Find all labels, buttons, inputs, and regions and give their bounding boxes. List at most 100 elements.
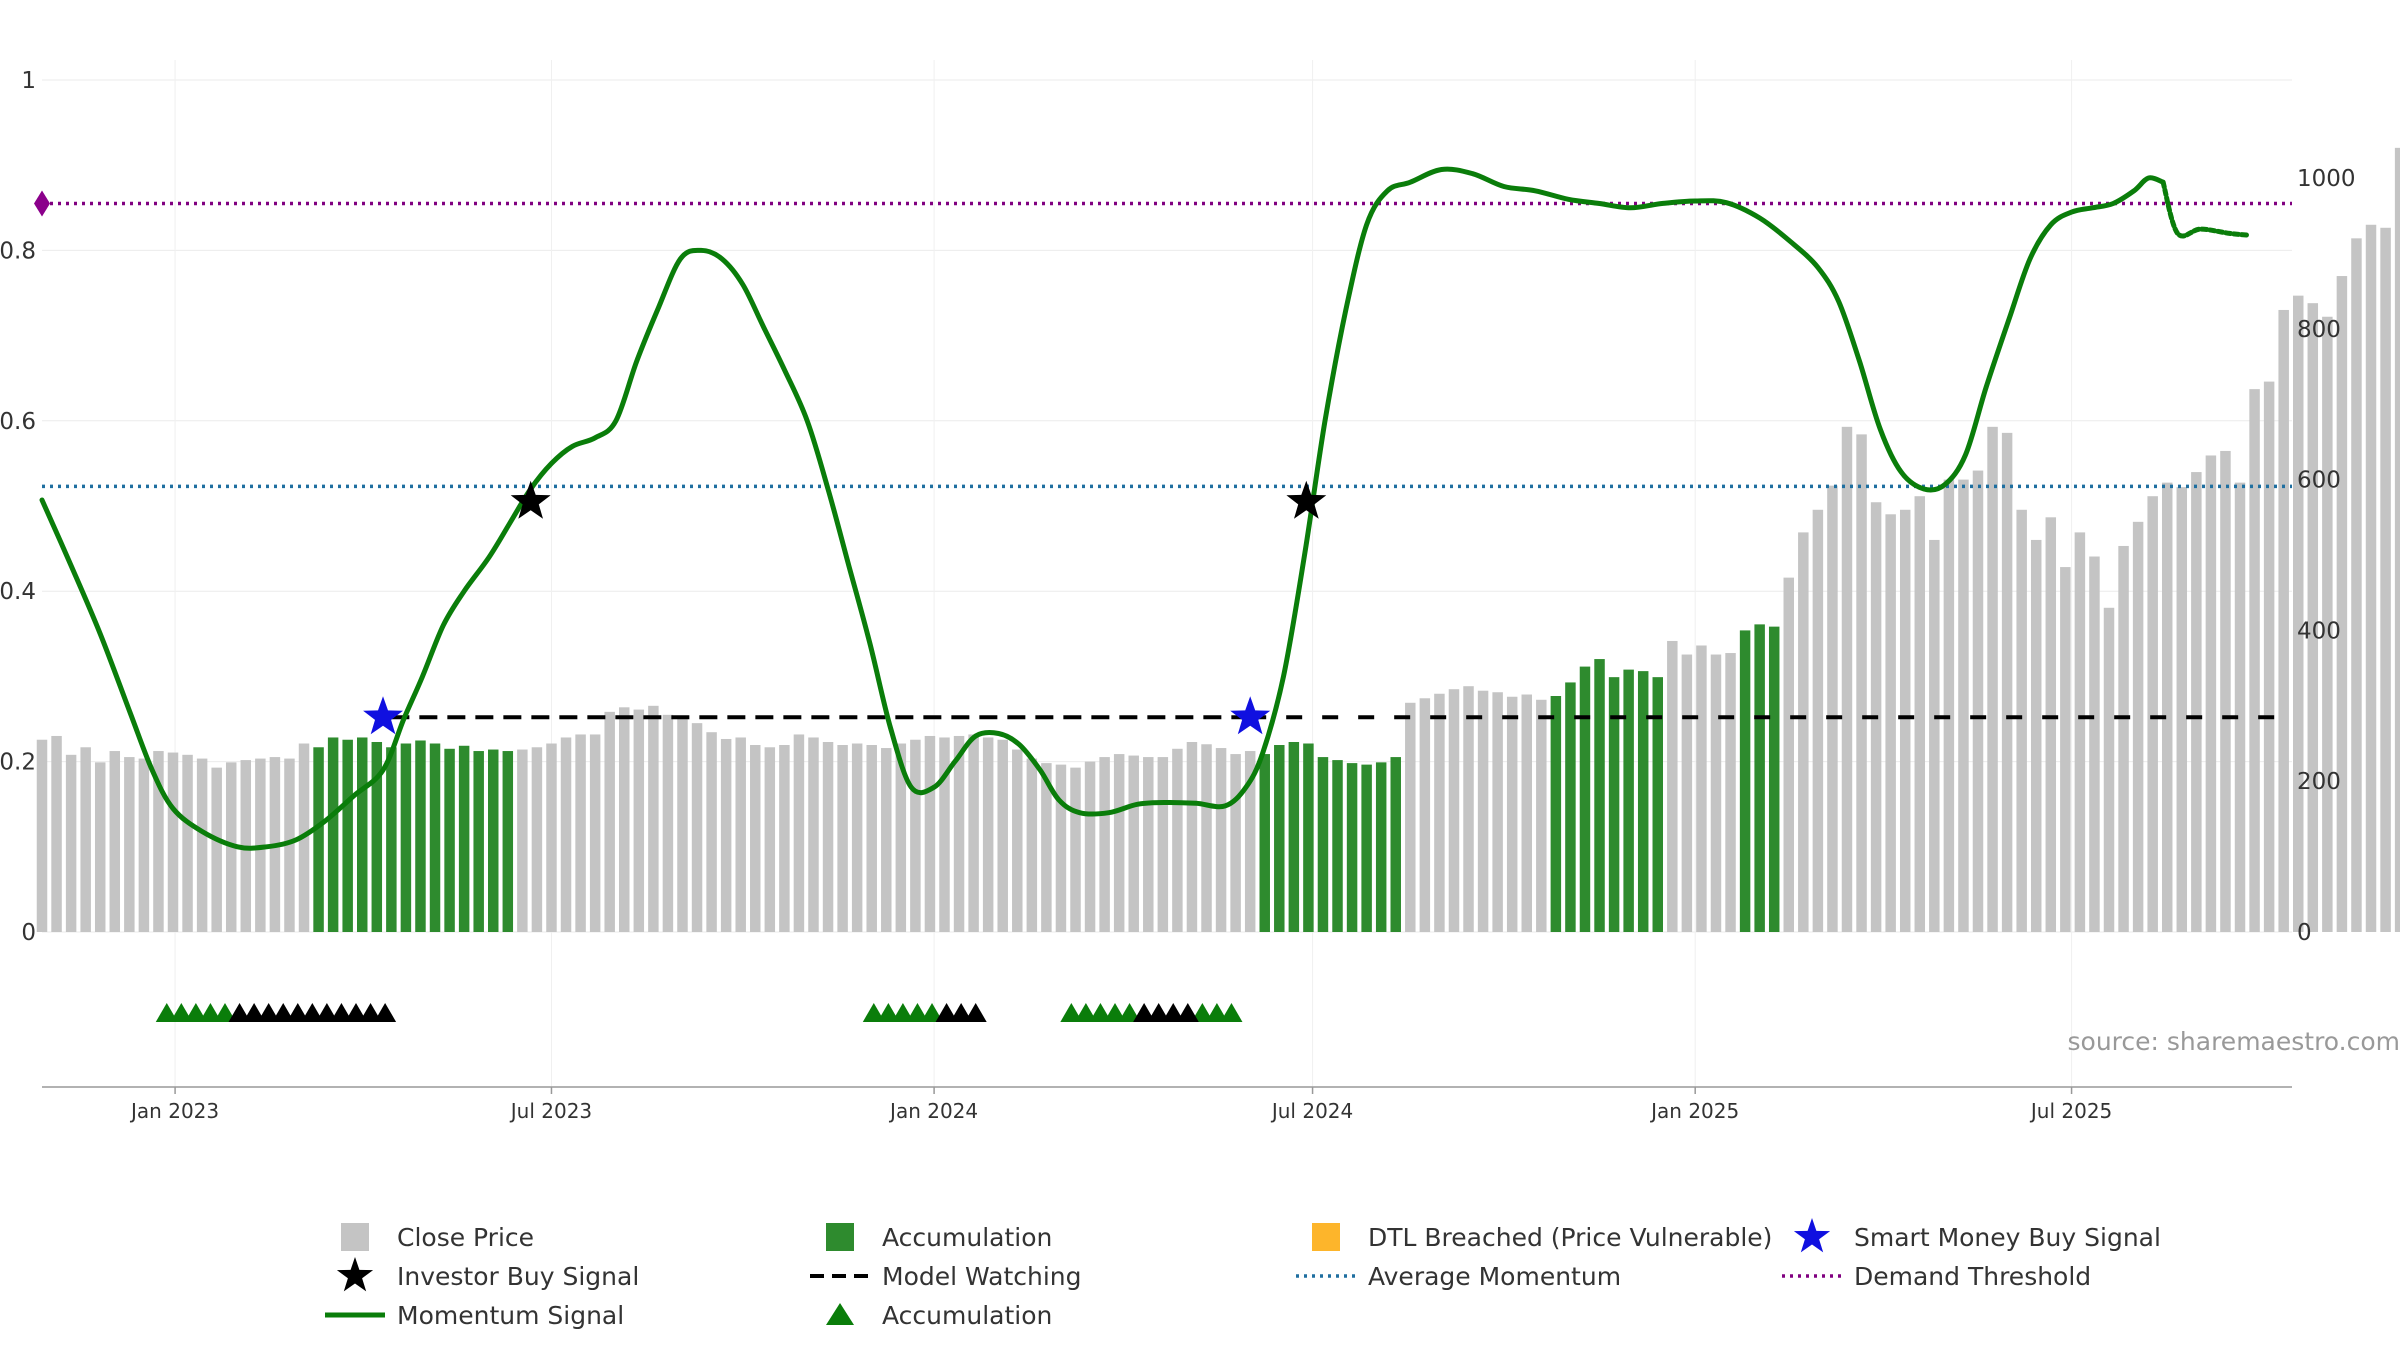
x-tick-label: Jan 2024 <box>888 1099 978 1123</box>
price-bar <box>2176 487 2188 932</box>
price-bar <box>1201 744 1212 932</box>
price-bar <box>1739 630 1751 932</box>
price-bar <box>720 738 732 932</box>
price-bar <box>968 734 979 932</box>
accumulation-triangle <box>1147 1002 1170 1022</box>
accumulation-triangle <box>301 1002 324 1022</box>
accumulation-triangle <box>315 1002 338 1022</box>
price-bar <box>400 743 412 932</box>
price-bar <box>1958 479 1969 932</box>
price-bar <box>750 745 761 932</box>
price-bar <box>1623 669 1634 932</box>
accumulation-triangle <box>950 1002 973 1022</box>
source-label: source: sharemaestro.com <box>2068 1027 2400 1056</box>
price-bar <box>1885 514 1896 932</box>
price-bar <box>211 767 222 932</box>
left-tick-label: 0.6 <box>0 409 36 435</box>
price-bar <box>1303 743 1314 932</box>
price-bar <box>1768 626 1780 932</box>
legend-swatch-square <box>1312 1223 1340 1251</box>
price-bar <box>36 739 48 932</box>
price-bar <box>1041 763 1052 932</box>
investor-buy-star <box>510 480 551 519</box>
price-bar <box>357 737 368 932</box>
price-bar <box>2089 556 2100 932</box>
price-bar <box>808 737 819 932</box>
price-bar <box>895 743 907 932</box>
price-bar <box>2205 455 2217 932</box>
accumulation-triangle <box>891 1002 914 1022</box>
price-bar <box>1288 741 1300 932</box>
legend-label: Demand Threshold <box>1854 1262 2091 1291</box>
right-tick-label: 800 <box>2297 317 2341 343</box>
price-bar <box>1128 755 1139 932</box>
price-bar <box>65 754 77 932</box>
price-bar <box>2147 496 2158 932</box>
price-bar <box>1259 754 1270 932</box>
price-bar <box>196 758 208 932</box>
price-bars <box>36 147 2400 933</box>
price-bar <box>1361 764 1372 932</box>
price-bar <box>1172 748 1183 932</box>
price-bar <box>1186 741 1198 932</box>
right-tick-label: 400 <box>2297 618 2341 644</box>
price-bar <box>415 740 426 932</box>
left-tick-label: 0 <box>21 920 36 946</box>
price-bar <box>1332 760 1343 932</box>
price-bar <box>342 739 353 932</box>
price-bar <box>2103 607 2115 932</box>
price-bar <box>1929 539 1940 932</box>
price-bar <box>2191 472 2202 932</box>
price-bar <box>1026 758 1038 932</box>
price-bar <box>2001 432 2013 932</box>
accumulation-triangle <box>1205 1002 1228 1022</box>
price-bar <box>1579 666 1591 932</box>
price-bar <box>1084 761 1096 932</box>
price-bar <box>2045 517 2057 932</box>
price-bar <box>1841 426 1853 932</box>
accumulation-triangle <box>272 1002 295 1022</box>
legend-label: Accumulation <box>882 1301 1052 1330</box>
price-bar <box>1652 677 1663 932</box>
legend-swatch-square <box>341 1223 369 1251</box>
accumulation-triangle <box>1074 1002 1097 1022</box>
legend-label: Average Momentum <box>1368 1262 1621 1291</box>
price-bar <box>2249 389 2260 932</box>
accumulation-triangle <box>257 1002 280 1022</box>
legend: Close Price Accumulation DTL Breached (Pri… <box>325 1218 2161 1330</box>
x-tick-label: Jul 2023 <box>509 1099 592 1123</box>
accumulation-triangle <box>1176 1002 1199 1022</box>
price-bar <box>953 735 965 932</box>
price-bar <box>1754 624 1765 932</box>
price-bar <box>2060 567 2071 932</box>
price-bar <box>677 717 688 932</box>
signal-markers <box>155 480 1327 1022</box>
price-bar <box>1681 654 1693 932</box>
accumulation-triangle <box>1089 1002 1112 1022</box>
price-bar <box>1972 470 1984 932</box>
price-bar <box>1608 677 1620 932</box>
accumulation-triangle <box>155 1002 178 1022</box>
price-bar <box>1783 577 1795 932</box>
price-bar <box>1317 757 1329 932</box>
price-bar <box>1798 532 1809 932</box>
accumulation-triangle <box>1118 1002 1141 1022</box>
price-bar <box>2030 539 2042 932</box>
price-bar <box>444 748 455 932</box>
price-bar <box>866 745 877 932</box>
price-bar <box>124 757 135 932</box>
price-bar <box>2132 521 2144 932</box>
legend-swatch-star <box>336 1257 374 1292</box>
investor-buy-star <box>1286 480 1327 519</box>
price-bar <box>1113 754 1125 932</box>
price-bar <box>779 745 790 932</box>
price-bar <box>531 747 543 932</box>
price-bar <box>560 737 572 932</box>
price-bar <box>1856 434 1867 932</box>
price-bar <box>1419 698 1431 932</box>
price-bar <box>604 711 615 932</box>
accumulation-triangle <box>906 1002 929 1022</box>
price-bar <box>458 745 470 932</box>
price-bar <box>619 707 630 932</box>
price-bar <box>546 743 557 932</box>
